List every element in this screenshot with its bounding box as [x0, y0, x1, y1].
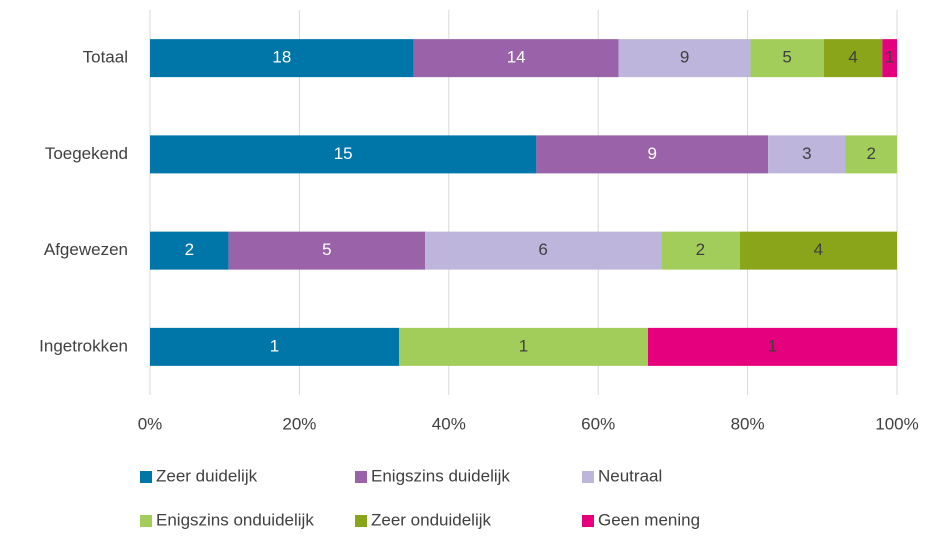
x-tick-label: 20%	[282, 414, 316, 433]
data-label: 4	[848, 48, 857, 67]
bar-segment	[739, 231, 897, 270]
data-label: 9	[648, 144, 657, 163]
data-label: 2	[185, 240, 194, 259]
x-tick-label: 100%	[875, 414, 918, 433]
legend-label: Geen mening	[598, 510, 700, 529]
bar-segment	[150, 327, 399, 366]
legend-label: Enigszins duidelijk	[371, 466, 510, 485]
legend-swatch	[355, 515, 367, 527]
data-label: 4	[814, 240, 823, 259]
data-label: 1	[885, 48, 894, 67]
data-label: 1	[519, 336, 528, 355]
legend-swatch	[582, 471, 594, 483]
data-label: 1	[270, 336, 279, 355]
y-tick-label: Ingetrokken	[39, 336, 128, 355]
bar-segment	[536, 135, 769, 174]
bar-segment	[399, 327, 648, 366]
data-label: 1	[768, 336, 777, 355]
bar-segment	[228, 231, 426, 270]
data-label: 2	[867, 144, 876, 163]
data-label: 2	[696, 240, 705, 259]
data-label: 18	[272, 48, 291, 67]
data-label: 6	[538, 240, 547, 259]
bar-segment	[823, 39, 883, 78]
legend-swatch	[355, 471, 367, 483]
data-label: 5	[782, 48, 791, 67]
legend-label: Neutraal	[598, 466, 662, 485]
x-tick-label: 60%	[581, 414, 615, 433]
bar-segment	[648, 327, 897, 366]
legend-label: Zeer duidelijk	[156, 466, 258, 485]
x-tick-label: 80%	[731, 414, 765, 433]
legend-swatch	[140, 515, 152, 527]
y-tick-label: Toegekend	[45, 144, 128, 163]
bar-segment	[768, 135, 846, 174]
data-label: 9	[680, 48, 689, 67]
x-tick-label: 0%	[138, 414, 163, 433]
legend-label: Enigszins onduidelijk	[156, 510, 314, 529]
data-label: 3	[802, 144, 811, 163]
legend-label: Zeer onduidelijk	[371, 510, 492, 529]
bar-segment	[150, 135, 537, 174]
y-tick-label: Afgewezen	[44, 240, 128, 259]
data-label: 15	[334, 144, 353, 163]
data-label: 14	[507, 48, 526, 67]
bar-segment	[882, 39, 897, 78]
bar-segment	[150, 231, 229, 270]
bar-segment	[425, 231, 662, 270]
bar-segment	[150, 39, 414, 78]
bar-segment	[750, 39, 824, 78]
legend-swatch	[582, 515, 594, 527]
y-tick-label: Totaal	[83, 48, 128, 67]
bar-segment	[845, 135, 897, 174]
bar-segment	[661, 231, 740, 270]
x-tick-label: 40%	[432, 414, 466, 433]
bar-segment	[618, 39, 751, 78]
legend-swatch	[140, 471, 152, 483]
bar-segment	[413, 39, 619, 78]
data-label: 5	[322, 240, 331, 259]
